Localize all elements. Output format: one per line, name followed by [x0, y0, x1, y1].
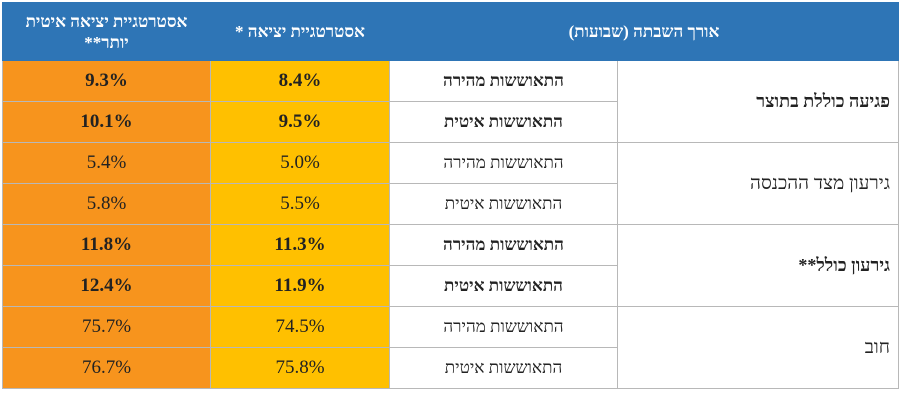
slow-value: 9.3% [2, 60, 211, 102]
slow-value: 11.8% [2, 224, 211, 266]
recovery-label: התאוששות איטית [388, 101, 619, 143]
slow-value: 12.4% [2, 265, 211, 307]
metric-label: פגיעה כוללת בתוצר [617, 60, 900, 143]
header-row: אורך השבתה (שבועות) אסטרטגיית יציאה * אס… [2, 2, 900, 61]
header-slow-strategy: אסטרטגיית יציאה איטית יותר** [2, 2, 211, 61]
production-value: 75.8% [210, 347, 390, 389]
table-row: התאוששות איטית 11.9% 12.4% [2, 265, 899, 307]
recovery-label: התאוששות מהירה [388, 142, 619, 184]
scenario-table: אורך השבתה (שבועות) אסטרטגיית יציאה * אס… [2, 2, 900, 389]
production-value: 9.5% [210, 101, 390, 143]
slow-value: 5.4% [2, 142, 211, 184]
metric-label: גירעון כולל** [617, 224, 900, 307]
recovery-label: התאוששות מהירה [388, 224, 619, 266]
table-row: גירעון מצד ההכנסה התאוששות מהירה 5.0% 5.… [2, 142, 900, 225]
slow-value: 76.7% [2, 347, 211, 389]
recovery-label: התאוששות איטית [388, 265, 619, 307]
table-row: פגיעה כוללת בתוצר התאוששות מהירה 8.4% 9.… [2, 60, 900, 143]
production-value: 74.5% [210, 306, 390, 348]
table-row: גירעון כולל** התאוששות מהירה 11.3% 11.8% [2, 224, 900, 307]
recovery-label: התאוששות איטית [388, 183, 619, 225]
production-value: 5.0% [210, 142, 390, 184]
table-row: חוב התאוששות מהירה 74.5% 75.7% [2, 306, 900, 389]
metric-label: גירעון מצד ההכנסה [617, 142, 900, 225]
recovery-label: התאוששות מהירה [388, 60, 619, 102]
production-value: 11.3% [210, 224, 390, 266]
metric-label: חוב [617, 306, 900, 389]
header-metric: אורך השבתה (שבועות) [388, 2, 900, 61]
table-row: התאוששות איטית 9.5% 10.1% [2, 101, 899, 143]
slow-value: 10.1% [2, 101, 211, 143]
production-value: 5.5% [210, 183, 390, 225]
table-row: התאוששות איטית 75.8% 76.7% [2, 347, 899, 389]
production-value: 8.4% [210, 60, 390, 102]
slow-value: 75.7% [2, 306, 211, 348]
recovery-label: התאוששות מהירה [388, 306, 619, 348]
production-value: 11.9% [210, 265, 390, 307]
header-production-strategy: אסטרטגיית יציאה * [210, 2, 390, 61]
table-row: התאוששות איטית 5.5% 5.8% [2, 183, 899, 225]
slow-value: 5.8% [2, 183, 211, 225]
recovery-label: התאוששות איטית [388, 347, 619, 389]
